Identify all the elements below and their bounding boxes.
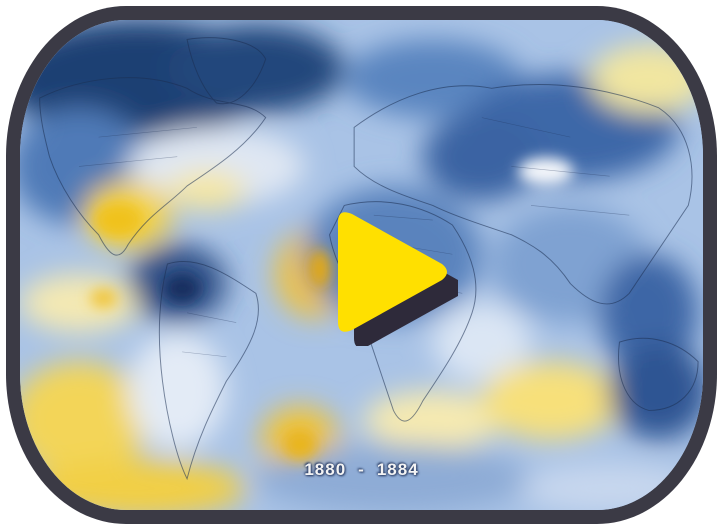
- video-player-frame[interactable]: 1880-1884: [6, 6, 717, 524]
- year-range-caption: 1880-1884: [20, 460, 703, 480]
- video-thumbnail[interactable]: 1880-1884: [20, 20, 703, 510]
- year-end: 1884: [376, 460, 419, 479]
- year-start: 1880: [304, 460, 347, 479]
- play-button[interactable]: [322, 206, 458, 346]
- year-separator: -: [358, 460, 365, 479]
- play-triangle-icon: [338, 212, 458, 346]
